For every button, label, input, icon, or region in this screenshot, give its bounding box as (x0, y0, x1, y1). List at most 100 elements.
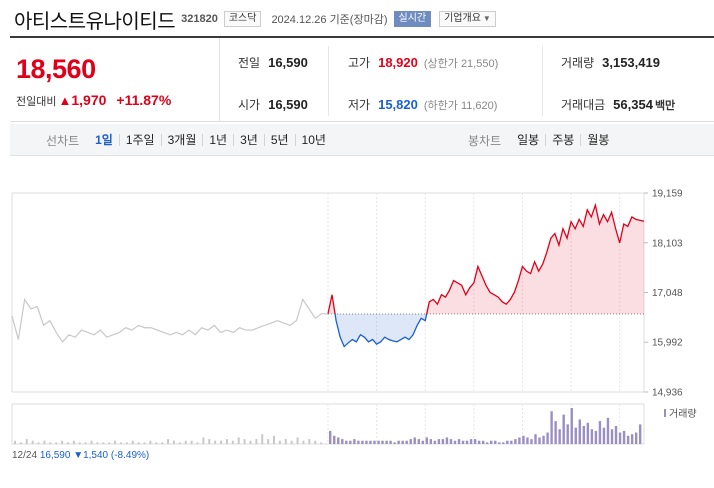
today-volume-bar-42 (498, 442, 501, 444)
today-volume-bar-28 (441, 439, 445, 444)
today-volume-bar-4 (345, 440, 348, 444)
today-volume-bar-70 (610, 429, 614, 444)
tab-daily[interactable]: 일봉 (511, 134, 547, 146)
today-volume-bar-47 (518, 437, 521, 444)
today-volume-bar-36 (473, 439, 477, 444)
prev-volume-bar-30 (190, 440, 193, 444)
trading-volume: 거래량 3,153,419 (561, 55, 660, 70)
y-tick-label-3: 15,992 (652, 338, 683, 349)
price-line-0 (327, 294, 336, 315)
today-volume-bar-23 (421, 440, 424, 444)
tab-1d[interactable]: 1일 (89, 134, 120, 146)
candle-chart-tabs: 봉차트 일봉 주봉 월봉 (468, 124, 615, 156)
open-price: 시가 16,590 (238, 97, 308, 112)
change-rate: +11.87% (116, 92, 172, 108)
prev-volume-bar-47 (290, 440, 293, 444)
today-volume-bar-77 (638, 424, 642, 444)
prev-volume-bar-0 (14, 440, 16, 444)
prev-volume-bar-9 (66, 442, 69, 444)
today-volume-bar-57 (558, 429, 561, 444)
today-volume-bar-61 (574, 427, 577, 444)
today-volume-bar-12 (377, 440, 380, 444)
today-volume-bar-48 (522, 435, 525, 444)
chevron-down-icon: ▼ (482, 14, 491, 23)
today-volume-bar-22 (417, 439, 420, 444)
today-volume-bar-66 (594, 430, 598, 444)
tab-3m[interactable]: 3개월 (162, 134, 204, 146)
today-volume-bar-16 (393, 442, 396, 444)
prev-volume-bar-13 (90, 440, 93, 444)
today-volume-bar-60 (570, 408, 573, 444)
today-volume-bar-39 (486, 442, 489, 444)
area-fill-2 (426, 205, 644, 315)
today-volume-bar-25 (429, 439, 433, 444)
price-line-1 (334, 313, 428, 348)
prev-volume-bar-44 (273, 435, 276, 444)
y-tick-label-2: 17,048 (652, 288, 683, 299)
tab-5y[interactable]: 5년 (265, 134, 296, 146)
today-volume-bar-3 (341, 439, 344, 444)
prev-volume-bar-20 (131, 440, 134, 444)
today-volume-bar-18 (401, 440, 404, 444)
today-volume-bar-24 (425, 437, 429, 444)
today-volume-bar-37 (477, 440, 481, 444)
low-price: 저가 15,820 (하한가 11,620) (348, 97, 498, 112)
company-overview-dropdown[interactable]: 기업개요 ▼ (439, 11, 496, 27)
today-volume-bar-46 (514, 439, 517, 444)
prev-volume-bar-39 (243, 439, 246, 444)
today-volume-bar-5 (349, 440, 352, 444)
tab-weekly[interactable]: 주봉 (546, 134, 582, 146)
today-volume-bar-21 (413, 437, 416, 444)
change-label: 전일대비 (16, 96, 57, 108)
today-volume-bar-15 (389, 440, 392, 444)
today-volume-bar-20 (409, 439, 412, 444)
up-arrow-icon: ▲ (58, 93, 72, 108)
tab-1w[interactable]: 1주일 (120, 134, 162, 146)
quote-summary: 18,560 전일대비 ▲ 1,970 +11.87% 전일 16,590 시가 1… (10, 36, 714, 122)
prev-volume-bar-3 (31, 440, 34, 444)
tab-3y[interactable]: 3년 (234, 134, 265, 146)
prev-volume-bar-22 (143, 442, 146, 444)
prev-volume-bar-15 (102, 442, 105, 444)
realtime-button[interactable]: 실시간 (393, 11, 432, 27)
prev-volume-bar-25 (161, 442, 164, 444)
today-volume-bar-52 (538, 437, 541, 444)
today-volume-bar-9 (365, 440, 368, 444)
prev-volume-bar-31 (196, 442, 199, 444)
prev-volume-bar-45 (278, 440, 281, 444)
today-volume-bar-44 (506, 440, 509, 444)
today-volume-bar-7 (357, 440, 360, 444)
today-volume-bar-68 (602, 427, 606, 444)
volume-legend-label: 거래량 (669, 408, 697, 420)
y-tick-label-0: 19,159 (652, 189, 683, 200)
prev-volume-bar-38 (237, 437, 240, 444)
y-tick-label-4: 14,936 (652, 388, 683, 399)
volume-legend-swatch (664, 409, 666, 417)
tab-1y[interactable]: 1년 (203, 134, 235, 146)
prev-volume-bar-18 (119, 442, 122, 444)
line-chart-tabs: 선차트 1일 1주일 3개월 1년 3년 5년 10년 (46, 124, 332, 156)
prev-volume-bar-27 (172, 440, 175, 444)
current-price-panel: 18,560 전일대비 ▲ 1,970 +11.87% (10, 38, 220, 122)
high-price: 고가 18,920 (상한가 21,550) (348, 55, 499, 70)
today-volume-bar-19 (405, 440, 408, 444)
today-volume-bar-34 (465, 440, 469, 444)
prev-volume-bar-12 (84, 442, 87, 444)
today-volume-bar-13 (381, 440, 384, 444)
prev-volume-bar-1 (19, 442, 22, 444)
prev-volume-bar-16 (108, 442, 111, 444)
quote-date: 2024.12.26 기준(장마감) (271, 14, 388, 26)
prev-volume-bar-10 (72, 440, 75, 444)
today-volume-bar-67 (598, 421, 602, 444)
today-volume-bar-32 (457, 439, 461, 444)
price-chart[interactable]: 19,15918,10317,04815,99214,93612/2610:00… (0, 160, 714, 450)
today-volume-bar-51 (534, 434, 537, 444)
prev-volume-bar-46 (284, 439, 287, 444)
today-volume-bar-43 (502, 442, 505, 444)
prev-volume-bar-11 (78, 442, 81, 444)
prev-close: 전일 16,590 (238, 55, 308, 70)
today-volume-bar-14 (385, 440, 388, 444)
prev-volume-bar-5 (43, 440, 46, 444)
tab-10y[interactable]: 10년 (301, 133, 326, 147)
tab-monthly[interactable]: 월봉 (587, 133, 610, 147)
